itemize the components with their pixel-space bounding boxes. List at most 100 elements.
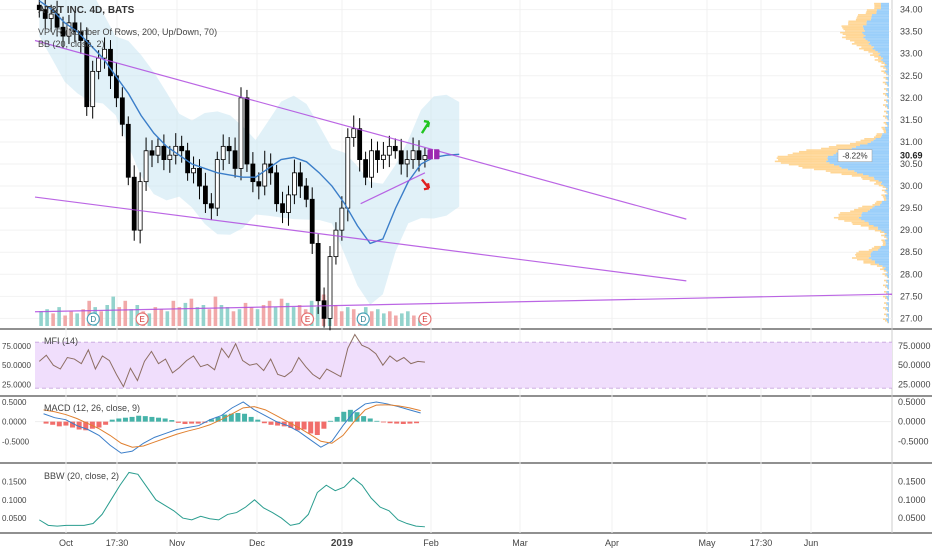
candle-body bbox=[327, 256, 333, 319]
macd-histogram-bar bbox=[374, 420, 380, 422]
bbw-tick-label: 0.1500 bbox=[898, 477, 926, 487]
volume-bar bbox=[255, 309, 260, 326]
macd-histogram-bar bbox=[109, 419, 115, 422]
volume-profile-up-bar bbox=[886, 131, 889, 134]
macd-histogram-bar bbox=[116, 418, 122, 422]
volume-profile-down-bar bbox=[883, 110, 887, 113]
volume-profile-up-bar bbox=[887, 315, 889, 317]
bb-label: BB (20, close, 2) bbox=[38, 39, 105, 49]
volume-profile-up-bar bbox=[867, 142, 889, 145]
trendline bbox=[34, 293, 893, 313]
candle-body bbox=[345, 137, 351, 209]
volume-profile-up-bar bbox=[869, 208, 889, 211]
volume-profile-up-bar bbox=[885, 92, 889, 95]
price-tick-label: 28.00 bbox=[900, 269, 923, 279]
volume-profile-up-bar bbox=[868, 175, 889, 177]
candle-body bbox=[203, 185, 208, 205]
bbw-left-tick-label: 0.1000 bbox=[2, 496, 27, 505]
volume-profile-up-bar bbox=[881, 229, 889, 232]
volume-profile-down-bar bbox=[885, 319, 887, 322]
volume-profile-down-bar bbox=[884, 286, 887, 288]
volume-profile-up-bar bbox=[882, 57, 889, 60]
volume-profile-down-bar bbox=[856, 44, 872, 47]
volume-bar bbox=[309, 300, 314, 326]
macd-histogram-bar bbox=[228, 413, 234, 422]
volume-profile-down-bar bbox=[833, 216, 859, 219]
event-marker-label: D bbox=[360, 315, 366, 324]
volume-profile-up-bar bbox=[870, 255, 889, 258]
volume-profile-down-bar bbox=[848, 22, 867, 24]
volume-profile-down-bar bbox=[861, 46, 874, 48]
volume-profile-down-bar bbox=[876, 200, 883, 203]
bbw-left-tick-label: 0.1500 bbox=[2, 478, 27, 487]
volume-profile-down-bar bbox=[843, 28, 864, 31]
volume-profile-down-bar bbox=[852, 223, 869, 225]
volume-bar bbox=[351, 309, 356, 326]
macd-histogram-bar bbox=[294, 421, 300, 431]
macd-histogram-bar bbox=[156, 417, 162, 422]
macd-histogram-bar bbox=[361, 416, 367, 422]
volume-profile-up-bar bbox=[865, 35, 889, 37]
volume-profile-down-bar bbox=[885, 89, 888, 92]
volume-profile-up-bar bbox=[886, 199, 889, 201]
volume-profile-up-bar bbox=[851, 147, 889, 150]
volume-profile-down-bar bbox=[884, 290, 887, 293]
macd-left-tick-label: -0.5000 bbox=[2, 437, 30, 446]
volume-profile-up-bar bbox=[874, 262, 889, 264]
volume-profile-down-bar bbox=[806, 149, 844, 151]
volume-profile-up-bar bbox=[881, 202, 889, 205]
volume-profile-up-bar bbox=[887, 303, 889, 306]
candle-body bbox=[108, 48, 113, 77]
volume-profile-up-bar bbox=[887, 73, 889, 76]
volume-bar bbox=[183, 302, 188, 326]
candle-body bbox=[333, 229, 339, 258]
volume-profile-down-bar bbox=[876, 265, 883, 267]
mfi-tick-label: 50.0000 bbox=[898, 360, 931, 370]
volume-profile-down-bar bbox=[864, 138, 876, 140]
volume-bar bbox=[267, 300, 272, 326]
volume-profile-down-bar bbox=[885, 78, 888, 81]
volume-profile-up-bar bbox=[886, 297, 889, 300]
volume-profile-down-bar bbox=[883, 121, 887, 124]
volume-profile-up-bar bbox=[886, 319, 889, 322]
candle-body bbox=[422, 155, 428, 160]
volume-profile-down-bar bbox=[883, 88, 887, 90]
volume-profile-down-bar bbox=[882, 186, 886, 188]
volume-profile-up-bar bbox=[872, 207, 889, 209]
volume-profile-up-bar bbox=[884, 194, 889, 196]
volume-profile-up-bar bbox=[885, 129, 889, 132]
volume-profile-up-bar bbox=[886, 236, 889, 238]
macd-histogram-bar bbox=[328, 420, 334, 422]
volume-profile-down-bar bbox=[845, 30, 865, 32]
volume-profile-up-bar bbox=[885, 67, 889, 69]
volume-profile-up-bar bbox=[886, 88, 889, 90]
volume-profile-down-bar bbox=[886, 84, 888, 87]
candle-body bbox=[250, 163, 256, 183]
volume-profile-down-bar bbox=[875, 134, 882, 137]
bbw-tick-label: 0.1000 bbox=[898, 495, 926, 505]
volume-profile-up-bar bbox=[865, 38, 889, 40]
volume-profile-up-bar bbox=[859, 144, 889, 147]
volume-profile-up-bar bbox=[872, 250, 889, 253]
volume-profile-down-bar bbox=[883, 295, 886, 298]
volume-profile-down-bar bbox=[883, 197, 887, 200]
macd-histogram-bar bbox=[248, 416, 254, 422]
candle-body bbox=[410, 150, 416, 160]
price-tick-label: 31.50 bbox=[900, 115, 923, 125]
volume-profile-up-bar bbox=[874, 205, 889, 208]
volume-profile-down-bar bbox=[882, 104, 886, 106]
volume-profile-up-bar bbox=[886, 121, 889, 124]
volume-profile-down-bar bbox=[850, 210, 868, 213]
volume-profile-up-bar bbox=[885, 273, 889, 275]
x-tick-label: Apr bbox=[605, 538, 619, 548]
change-badge-box bbox=[837, 149, 873, 162]
volume-profile-up-bar bbox=[885, 241, 889, 243]
macd-histogram-bar bbox=[208, 419, 214, 422]
candle-body bbox=[137, 181, 143, 231]
event-marker bbox=[356, 312, 370, 326]
volume-profile-up-bar bbox=[866, 23, 889, 26]
macd-histogram-bar bbox=[387, 421, 393, 424]
candle-body bbox=[256, 181, 262, 187]
volume-profile-down-bar bbox=[802, 167, 842, 169]
